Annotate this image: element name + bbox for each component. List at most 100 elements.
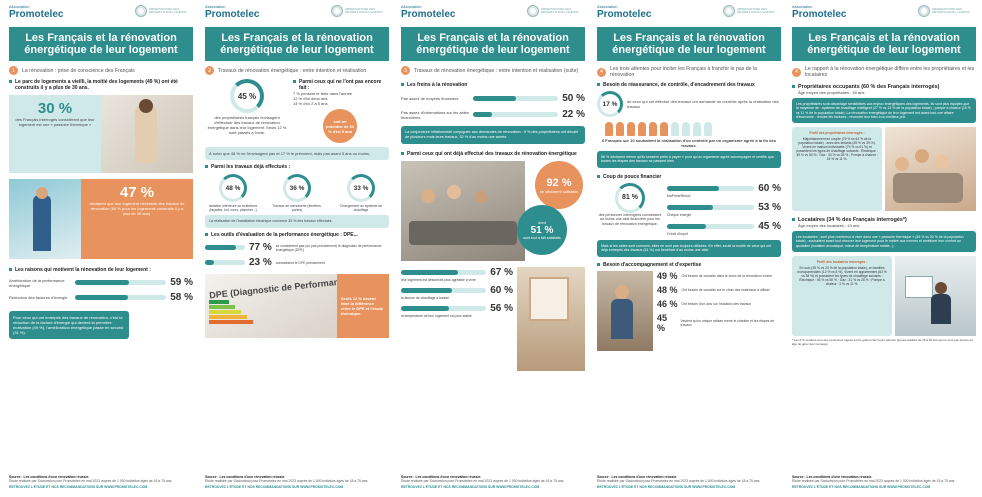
tenants-profile: Profil des locataires interrogés : En so… (792, 256, 892, 337)
need-title: Besoin de réassurance, de contrôle, d'en… (597, 82, 781, 88)
website-link[interactable]: RETROUVEZ L'ÉTUDE ET NOS RECOMMANDATIONS… (401, 485, 540, 489)
observatory-logo: OBSERVATOIRE DES MÉTIERS DANS L'HABITAT (331, 5, 389, 17)
not-yet-item: 7 % pensent le faire dans l'année (293, 91, 353, 96)
observatory-logo: OBSERVATOIRE DES MÉTIERS DANS L'HABITAT (527, 5, 585, 17)
support-title: Besoin d'accompagnement et d'expertise (597, 262, 781, 268)
section-heading: 4 Les trois attentes pour inciter les Fra… (597, 66, 781, 78)
section-heading: 1 La rénovation : prise de conscience des… (9, 66, 193, 75)
callout-note: À noter que 48 % ne l'envisagent pas et … (205, 147, 389, 160)
website-link[interactable]: RETROUVEZ L'ÉTUDE ET NOS RECOMMANDATIONS… (792, 485, 931, 489)
panel-header: Association Promotelec OBSERVATOIRE DES M… (792, 3, 976, 25)
brake-row: Pas assez de moyens financiers 50 % (401, 93, 585, 104)
seal-icon (918, 5, 930, 17)
support-row: 45 % Veulent qu'un unique artisan mène le… (657, 312, 775, 333)
tenants-box: Les locataires : sont plus nombreux à vi… (792, 231, 976, 253)
ring-17: 17 % (597, 91, 623, 117)
support-row: 49 % Ont besoin de conseils dans le choix… (657, 270, 772, 281)
people-pictogram (605, 122, 781, 136)
work-item: 36 % Travaux de menuiserie (fenêtres, por… (269, 174, 325, 212)
footer: Source : Les conditions d'une rénovation… (401, 475, 585, 489)
aid-list: 60 % MaPrimeRénov' 53 % Chèque énergie 45 … (667, 183, 781, 237)
panel-title: Les Français et la rénovation énergétiqu… (792, 27, 976, 61)
ring-81: 81 % (615, 182, 645, 213)
brake-bar (473, 112, 492, 117)
infographic-panel-4: Association Promotelec OBSERVATOIRE DES M… (597, 3, 781, 493)
tool-bar (205, 260, 215, 265)
family-sofa-photo (401, 161, 525, 261)
not-yet-title: Parmi ceux qui ne l'ont pas encore fait … (293, 79, 389, 91)
promotelec-logo: Association Promotelec (9, 4, 64, 21)
outcome-bar (401, 270, 459, 275)
work-item: 33 % Changement du système de chauffage (333, 174, 389, 212)
footnote: * Les 6 % restants sont des personnes lo… (792, 338, 974, 346)
owners-age: Âge moyen des propriétaires : 50 ans (798, 90, 865, 95)
seal-icon (331, 5, 343, 17)
promotelec-logo: Association Promotelec (205, 4, 260, 21)
infographic-panel-3: Association Promotelec OBSERVATOIRE DES M… (401, 3, 585, 493)
reasons-title: Les raisons qui motivent la rénovation d… (9, 267, 193, 273)
support-row: 46 % Ont besoin d'un avis sur l'isolation… (657, 298, 752, 309)
tool-bar (205, 245, 236, 250)
seal-icon (135, 5, 147, 17)
tool-row: 23 % connaissent le DPE précisément (205, 257, 389, 268)
not-yet-item: 12 % d'ici deux ans (293, 96, 328, 101)
outcome-row: 60 % la facture de chauffage a baissé (401, 285, 513, 300)
work-item: 48 % Isolation intérieure ou extérieure (… (205, 174, 261, 212)
owners-title: Propriétaires occupants (60 % des França… (792, 84, 976, 90)
footer: Source : Les conditions d'une rénovation… (205, 475, 389, 489)
tools-list: 77 % se considèrent pas (ou pas précisém… (205, 242, 389, 268)
panel-title: Les Français et la rénovation énergétiqu… (401, 27, 585, 61)
section-heading: 4 Le rapport à la rénovation énergétique … (792, 66, 976, 78)
panel-title: Les Français et la rénovation énergétiqu… (205, 27, 389, 61)
website-link[interactable]: RETROUVEZ L'ÉTUDE ET NOS RECOMMANDATIONS… (597, 485, 736, 489)
outcome-bar (401, 288, 453, 293)
worker-photo (9, 179, 81, 259)
people-note: 56 % déclarent même qu'ils seraient prêt… (597, 151, 781, 168)
panel-header: Association Promotelec OBSERVATOIRE DES M… (205, 3, 389, 25)
boost-note: Mais si les aides sont connues, elles ne… (597, 239, 781, 257)
owners-family-photo (885, 127, 976, 212)
aid-row: 53 % Chèque énergie (667, 201, 781, 217)
observatory-logo: OBSERVATOIRE DES MÉTIERS DANS L'HABITAT (135, 5, 193, 17)
brakes-note: La conjoncture inflationniste conjuguée … (401, 126, 585, 144)
motivation-note: Pour ceux qui ont entrepris des travaux … (9, 311, 129, 339)
aid-row: 60 % MaPrimeRénov' (667, 182, 781, 198)
advisor-photo (597, 270, 653, 351)
outcome-row: 67 % leur logement est désormais plus ag… (401, 267, 513, 282)
promotelec-logo: Association Promotelec (401, 4, 456, 21)
boost-title: Coup de pouce financier (597, 174, 781, 180)
section-heading: 2 Travaux de rénovation énergétique : ent… (205, 66, 389, 75)
done-title: Parmi ceux qui ont déjà effectué des tra… (401, 151, 585, 157)
website-link[interactable]: RETROUVEZ L'ÉTUDE ET NOS RECOMMANDATIONS… (9, 485, 148, 489)
dpe-document-photo: DPE (Diagnostic de Performance (205, 274, 337, 338)
reason-row: Réduction des factures d'énergie 58 % (9, 292, 193, 303)
seal-icon (723, 5, 735, 17)
section-heading: 3 Travaux de rénovation énergétique : ent… (401, 66, 585, 75)
outcome-row: 56 % la température de leur logement est… (401, 303, 513, 318)
owners-box: Les propriétaires sont davantage sensibi… (792, 98, 976, 124)
tools-title: Les outils d'évaluation de la performanc… (205, 232, 389, 238)
tool-row: 77 % se considèrent pas (ou pas précisém… (205, 242, 389, 253)
promotelec-logo: Association Promotelec (597, 4, 652, 21)
support-list: 49 % Ont besoin de conseils dans le choix… (657, 271, 781, 351)
stat-passoire: 30 % des Français interrogés considèrent… (9, 95, 101, 173)
infographic-panel-2: Association Promotelec OBSERVATOIRE DES M… (205, 3, 389, 493)
observatory-logo: OBSERVATOIRE DES MÉTIERS DANS L'HABITAT (723, 5, 781, 17)
living-room-photo (517, 267, 585, 371)
aid-known-stat: 81 % des personnes interrogées connaisse… (597, 182, 663, 237)
observatory-logo: OBSERVATOIRE DES MÉTIERS DANS L'HABITAT (918, 5, 976, 17)
footer: Source : Les conditions d'une rénovation… (792, 475, 976, 489)
outcome-bar (401, 306, 449, 311)
tenant-desk-photo (895, 256, 976, 337)
seal-icon (527, 5, 539, 17)
website-link[interactable]: RETROUVEZ L'ÉTUDE ET NOS RECOMMANDATIONS… (205, 485, 344, 489)
not-yet-item: 14 % d'ici 2 à 5 ans (293, 101, 328, 106)
tenants-title: Locataires (34 % des Français interrogés… (792, 217, 976, 223)
outcome-list: 67 % leur logement est désormais plus ag… (401, 267, 513, 371)
works-note: La réalisation de l'installation électri… (205, 215, 389, 228)
panel-title: Les Français et la rénovation énergétiqu… (9, 27, 193, 61)
aid-bar (667, 204, 714, 210)
works-title: Parmi les travaux déjà effectués : (205, 164, 389, 170)
promotelec-logo: Association Promotelec (792, 4, 847, 21)
footer: Source : Les conditions d'une rénovation… (9, 475, 193, 489)
